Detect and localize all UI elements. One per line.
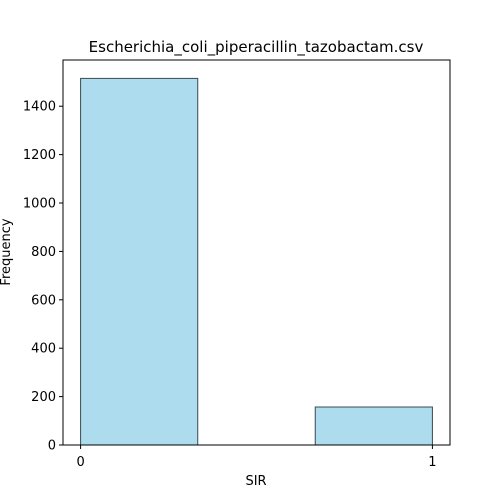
bars-group xyxy=(80,77,433,446)
y-tick-label: 400 xyxy=(31,342,56,357)
histogram-bar-1 xyxy=(314,406,433,446)
y-tick-label: 200 xyxy=(31,390,56,405)
y-axis-label: Frequency xyxy=(0,218,14,285)
plot-frame xyxy=(62,59,451,446)
x-tick-label: 1 xyxy=(428,455,436,470)
y-tick-label: 1000 xyxy=(23,197,56,212)
y-tick-label: 800 xyxy=(31,245,56,260)
ticks-group: 0 200 400 600 800 1000 1200 1400 0 1 xyxy=(23,100,437,470)
chart-title: Escherichia_coli_piperacillin_tazobactam… xyxy=(89,38,424,57)
y-tick-label: 0 xyxy=(48,439,56,454)
y-tick-label: 600 xyxy=(31,293,56,308)
x-axis-label: SIR xyxy=(245,474,266,489)
y-tick-label: 1400 xyxy=(23,100,56,115)
y-tick-label: 1200 xyxy=(23,148,56,163)
histogram-bar-0 xyxy=(80,77,199,446)
x-tick-label: 0 xyxy=(76,455,84,470)
